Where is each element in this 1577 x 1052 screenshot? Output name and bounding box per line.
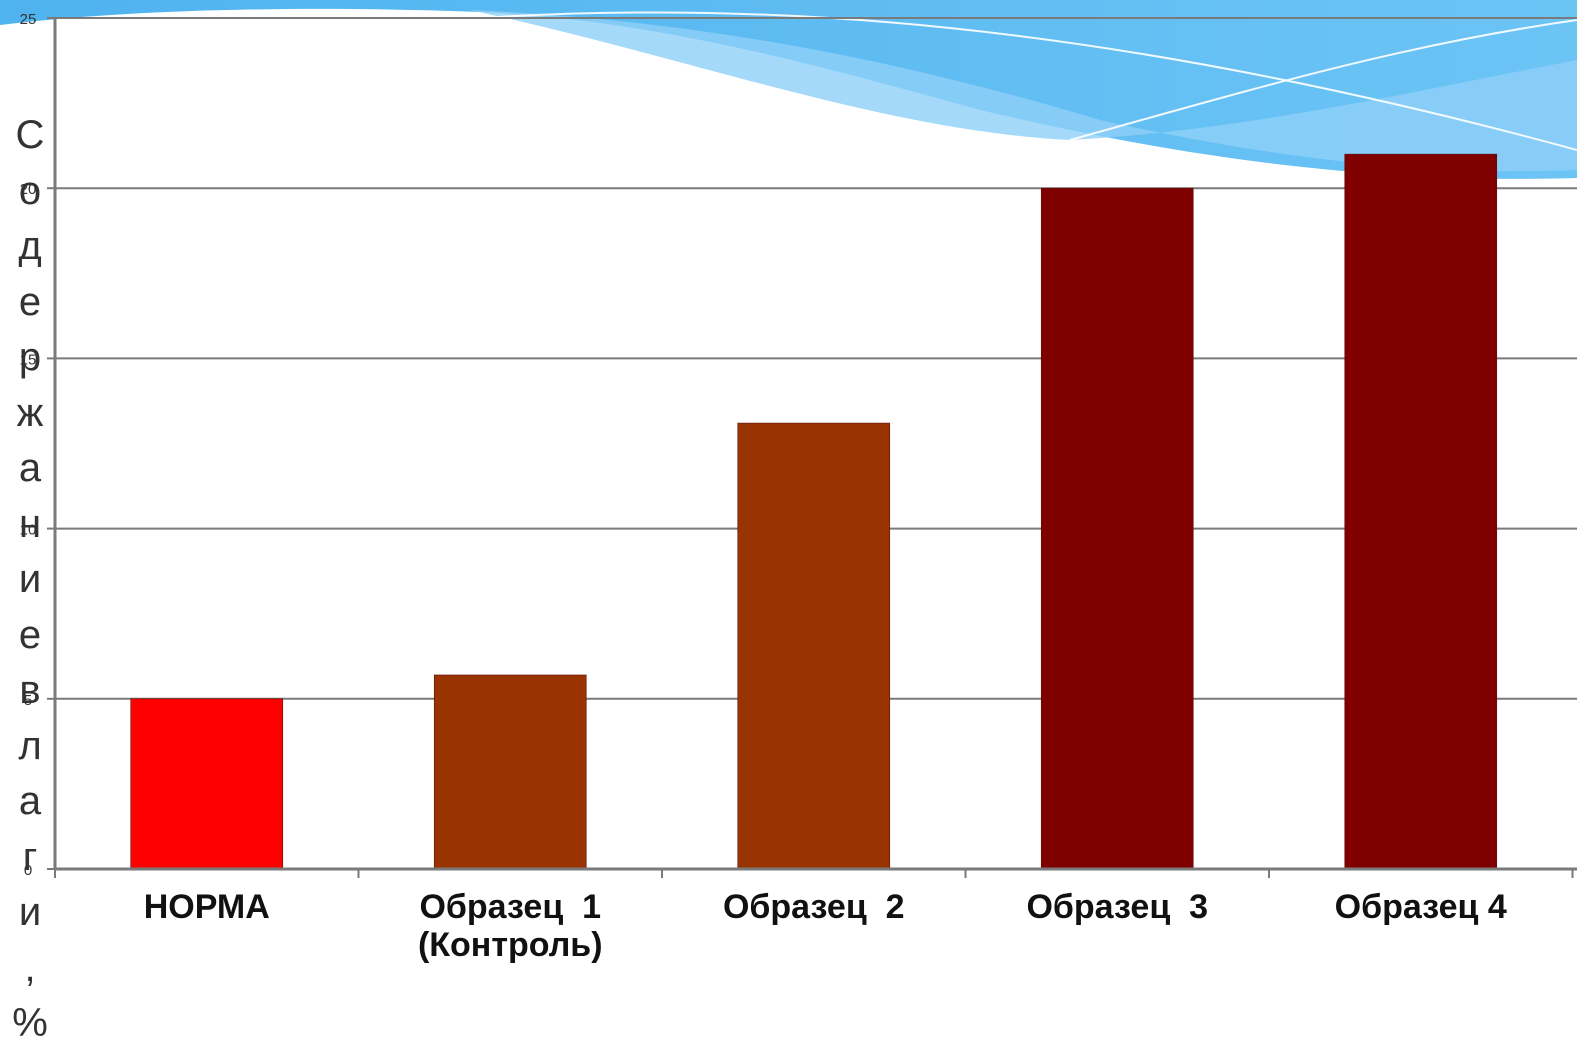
y-tick-label: 0 [24, 862, 32, 879]
y-axis-title: С о д е р ж а н и е в л а г и , % [12, 113, 48, 1045]
bar [433, 674, 587, 870]
y-tick-label: 15 [20, 351, 37, 368]
y-tick-label: 5 [24, 692, 32, 709]
x-tick-label: Образец 1 (Контроль) [418, 888, 603, 964]
bar [737, 422, 891, 870]
header-wave-decoration [0, 0, 1577, 179]
bars [130, 153, 1498, 870]
x-axis-labels: НОРМА Образец 1 (Контроль) Образец 2 Образец… [144, 888, 1507, 964]
bar-chart: 0 5 10 15 20 25 НОРМА Образец 1 (Контроль) Образ… [20, 11, 1577, 964]
bar [1344, 153, 1498, 870]
bar [1040, 187, 1194, 870]
y-tick-label: 10 [20, 522, 37, 539]
x-tick-label: Образец 4 [1335, 888, 1507, 926]
x-tick-label: НОРМА [144, 888, 270, 926]
y-tick-label: 25 [20, 11, 37, 28]
y-axis-ticks: 0 5 10 15 20 25 [20, 11, 55, 879]
axes [53, 18, 1577, 878]
x-tick-label: Образец 3 [1026, 888, 1208, 926]
y-tick-label: 20 [20, 181, 37, 198]
bar [130, 698, 284, 870]
x-tick-label: Образец 2 [723, 888, 905, 926]
